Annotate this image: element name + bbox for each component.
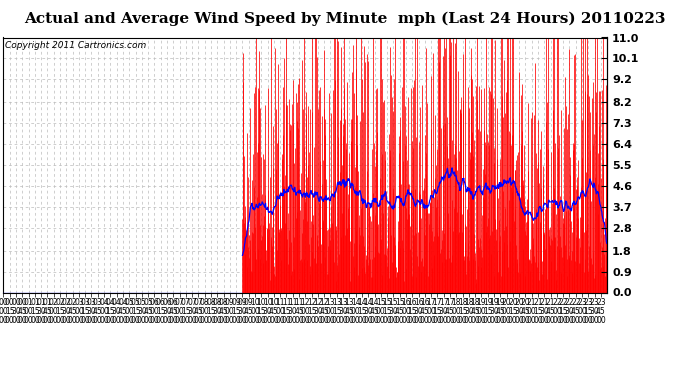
Text: Copyright 2011 Cartronics.com: Copyright 2011 Cartronics.com: [5, 41, 146, 50]
Text: Actual and Average Wind Speed by Minute  mph (Last 24 Hours) 20110223: Actual and Average Wind Speed by Minute …: [24, 11, 666, 26]
